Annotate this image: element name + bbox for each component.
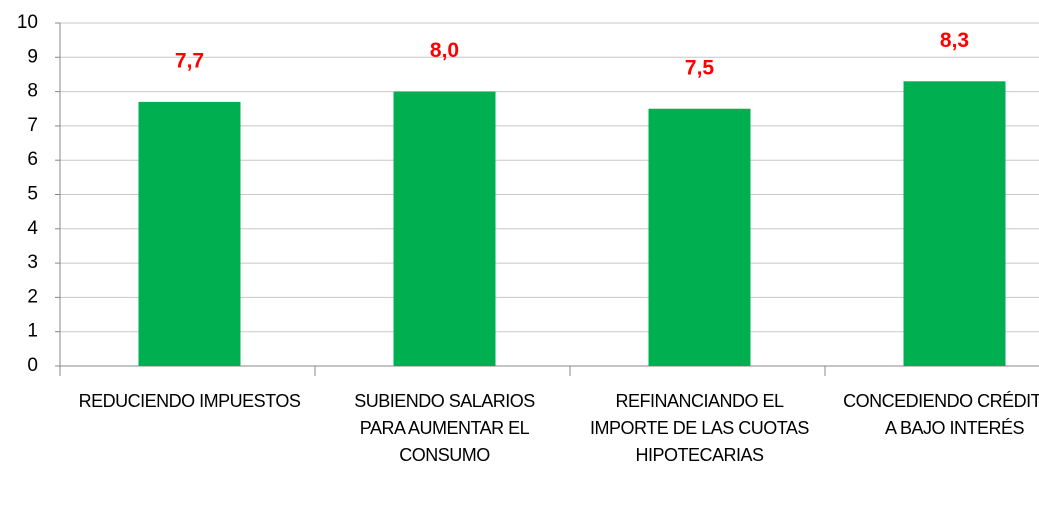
y-tick-label: 1 [27, 321, 38, 342]
bar [903, 81, 1006, 366]
x-tick-label: REDUCIENDO IMPUESTOS [78, 391, 301, 411]
value-label: 8,3 [940, 29, 969, 52]
x-tick-label: REFINANCIANDO EL IMPORTE DE LAS CUOTAS H… [590, 391, 809, 465]
x-tick-label: CONCEDIENDO CRÉDITOS A BAJO INTERÉS [843, 391, 1039, 438]
y-tick-label: 7 [27, 115, 38, 136]
bar [648, 108, 751, 366]
bar [138, 101, 241, 366]
y-tick-label: 10 [17, 12, 38, 33]
y-tick-label: 5 [27, 184, 38, 205]
y-tick-label: 9 [27, 46, 38, 67]
value-label: 7,5 [685, 56, 715, 79]
y-tick-label: 0 [27, 355, 38, 376]
x-tick-label: SUBIENDO SALARIOS PARA AUMENTAR EL CONSU… [354, 391, 535, 465]
y-tick-label: 4 [27, 218, 38, 239]
value-label: 7,7 [175, 49, 204, 72]
y-tick-label: 2 [27, 286, 38, 307]
value-label: 8,0 [430, 39, 459, 62]
y-tick-label: 3 [27, 252, 38, 273]
bar [393, 91, 496, 366]
y-tick-label: 6 [27, 149, 38, 170]
y-tick-label: 8 [27, 81, 38, 102]
